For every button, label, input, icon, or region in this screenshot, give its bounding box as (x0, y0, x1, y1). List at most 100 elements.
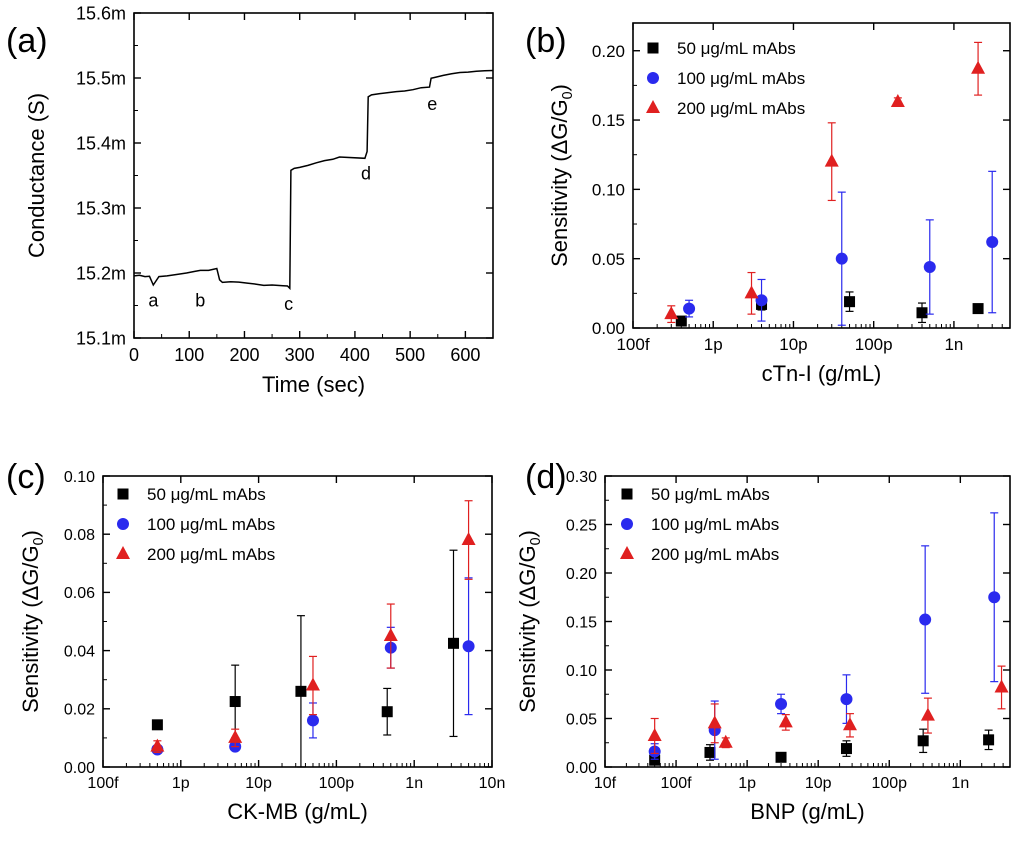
data-point-square (229, 696, 241, 708)
x-tick-label: 100p (855, 335, 893, 354)
x-tick-label: 10n (479, 775, 506, 792)
y-tick-label: 0.30 (566, 469, 597, 486)
data-point-square (916, 307, 928, 319)
data-point-circle (835, 252, 848, 265)
annotation-label: a (148, 291, 159, 311)
data-point-square (295, 685, 307, 697)
data-point-triangle (778, 714, 793, 728)
annotation-label: d (361, 163, 371, 183)
x-tick-label: 10p (779, 335, 807, 354)
series-1 (649, 728, 995, 766)
x-tick-label: 1p (738, 775, 756, 792)
legend-entry-label: 200 μg/mL mAbs (651, 545, 779, 564)
y-tick-label: 0.15 (592, 111, 625, 130)
x-tick-label: 100 (174, 345, 204, 365)
x-tick-label: 1p (172, 775, 190, 792)
data-point-triangle (707, 715, 722, 729)
series-3 (150, 500, 476, 754)
y-axis-label: Conductance (S) (24, 93, 49, 258)
y-tick-label: 0.20 (592, 42, 625, 61)
x-tick-label: 400 (340, 345, 370, 365)
chart-panel-a: (a) 0 100 200 300 400 500 600 15.1m 15.2m 15.3m 15.… (6, 3, 494, 397)
y-tick-label: 15.2m (76, 263, 126, 283)
legend-entry-label: 200 μg/mL mAbs (677, 99, 805, 118)
y-tick-label: 0.05 (566, 711, 597, 728)
x-tick-label: 1n (405, 775, 423, 792)
y-axis-label-close: ) (515, 530, 540, 537)
y-tick-label: 0.20 (566, 566, 597, 583)
data-point-square (972, 303, 984, 315)
y-tick-label: 15.3m (76, 198, 126, 218)
x-tick-label: 100f (616, 335, 649, 354)
legend: 50 μg/mL mAbs 100 μg/mL mAbs 200 μg/mL mAb… (620, 485, 779, 564)
y-tick-label: 0.04 (64, 643, 95, 660)
data-point-circle (986, 236, 999, 249)
y-tick-label: 0.10 (566, 663, 597, 680)
legend-entry-label: 100 μg/mL mAbs (677, 69, 805, 88)
legend-entry-label: 100 μg/mL mAbs (147, 515, 275, 534)
data-point-circle (462, 640, 475, 653)
y-tick-label: 0.02 (64, 702, 95, 719)
data-point-square (844, 296, 856, 308)
data-point-square (775, 751, 787, 763)
y-tick-label: 15.6m (76, 3, 126, 23)
data-point-circle (840, 693, 853, 706)
x-tick-label: 100p (871, 775, 907, 792)
chart-panel-c: (c) 100f 1p 10p 100p 1n 10n 0.00 0.02 0.04 0.06 0.0… (6, 458, 505, 824)
series-1 (151, 549, 460, 768)
data-point-triangle (620, 546, 634, 559)
data-point-triangle (647, 727, 662, 741)
data-point-square (675, 315, 687, 327)
panel-label: (b) (525, 22, 567, 60)
x-tick-label: 10p (245, 775, 272, 792)
y-axis-label-close: ) (547, 84, 572, 91)
x-tick-label: 1p (704, 335, 723, 354)
data-point-triangle (971, 60, 986, 74)
data-point-circle (117, 518, 129, 530)
y-tick-label: 0.10 (592, 180, 625, 199)
series-line (133, 69, 494, 291)
y-tick-label: 0.00 (64, 760, 95, 777)
x-axis-label: Time (sec) (262, 372, 365, 397)
data-point-triangle (744, 285, 759, 299)
x-axis-label: CK-MB (g/mL) (227, 799, 368, 824)
chart-panel-b: (b) 100f 1p 10p 100p 1n 0.00 0.05 0.10 0.15 0.20 cT… (525, 22, 1011, 386)
y-tick-label: 0.08 (64, 527, 95, 544)
x-tick-label: 200 (229, 345, 259, 365)
data-point-circle (621, 518, 633, 530)
series-1 (133, 69, 494, 291)
y-tick-label: 0.05 (592, 250, 625, 269)
y-tick-label: 0.00 (566, 760, 597, 777)
series-2 (648, 512, 1001, 760)
data-point-square (117, 488, 129, 500)
x-tick-label: 300 (285, 345, 315, 365)
x-axis-label: cTn-I (g/mL) (762, 361, 882, 386)
y-axis-label: Sensitivity (ΔG/G0) (18, 530, 47, 713)
x-tick-label: 100p (319, 775, 355, 792)
y-axis-label-main: Sensitivity (ΔG/G (515, 545, 540, 713)
legend-entry-label: 50 μg/mL mAbs (677, 39, 796, 58)
data-point-square (840, 743, 852, 755)
data-point-triangle (920, 707, 935, 721)
data-point-triangle (383, 628, 398, 642)
y-axis-label-main: Sensitivity (ΔG/G (547, 99, 572, 267)
y-tick-label: 15.5m (76, 68, 126, 88)
x-tick-label: 100f (660, 775, 692, 792)
x-axis-label: BNP (g/mL) (750, 799, 865, 824)
x-tick-label: 1n (944, 335, 963, 354)
series-3 (647, 665, 1009, 755)
data-point-triangle (461, 532, 476, 546)
series-1 (675, 291, 984, 327)
y-tick-label: 15.1m (76, 328, 126, 348)
x-tick-label: 10p (805, 775, 832, 792)
data-point-triangle (664, 306, 679, 320)
y-axis-label-subscript: 0 (560, 91, 576, 99)
data-point-triangle (890, 94, 905, 108)
y-tick-label: 15.4m (76, 133, 126, 153)
data-point-square (917, 735, 929, 747)
y-tick-label: 0.25 (566, 517, 597, 534)
y-tick-label: 0.15 (566, 614, 597, 631)
data-point-circle (923, 261, 936, 273)
legend: 50 μg/mL mAbs 100 μg/mL mAbs 200 μg/mL mAb… (116, 485, 275, 564)
panel-label: (a) (6, 22, 48, 60)
